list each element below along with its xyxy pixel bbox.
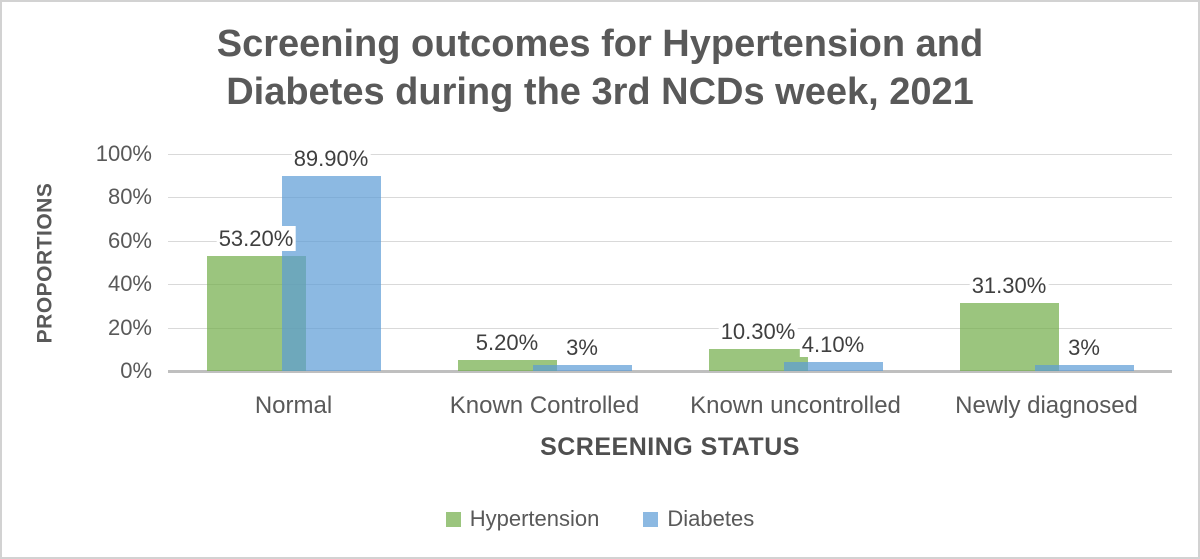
bar-hypertension-newly-diagnosed <box>959 303 1059 371</box>
gridline-80pct <box>168 197 1172 199</box>
y-tick-label-80: 80% <box>107 184 152 210</box>
gridline-40pct <box>168 284 1172 286</box>
x-tick-label-known-uncontrolled: Known uncontrolled <box>690 392 901 419</box>
bar-hypertension-known-controlled <box>457 359 557 371</box>
data-label-hypertension-known-controlled: 5.20% <box>473 329 541 355</box>
data-label-diabetes-newly-diagnosed: 3% <box>1066 334 1102 360</box>
chart-title-line2: Diabetes during the 3rd NCDs week, 2021 <box>226 71 974 113</box>
plot-area: 53.20% 5.20% 10.30% 31.30% 89.90% 3% 4.10% 3% <box>168 145 1172 373</box>
gridline-20pct <box>168 327 1172 329</box>
gridline-60pct <box>168 240 1172 242</box>
bar-diabetes-known-controlled <box>532 364 632 371</box>
chart-title: Screening outcomes for Hypertension and … <box>2 20 1198 116</box>
data-label-hypertension-normal: 53.20% <box>216 225 296 251</box>
y-tick-label-60: 60% <box>107 227 152 253</box>
bar-hypertension-known-uncontrolled <box>708 348 808 371</box>
data-label-diabetes-normal: 89.90% <box>291 145 371 171</box>
bar-diabetes-newly-diagnosed <box>1034 364 1134 371</box>
x-tick-label-newly-diagnosed: Newly diagnosed <box>955 392 1138 419</box>
chart-title-line1: Screening outcomes for Hypertension and <box>216 23 984 65</box>
x-tick-label-known-controlled: Known Controlled <box>449 392 640 419</box>
legend-item-diabetes: Diabetes <box>643 506 754 532</box>
data-label-diabetes-known-controlled: 3% <box>564 334 600 360</box>
legend-item-hypertension: Hypertension <box>445 506 600 532</box>
bar-diabetes-known-uncontrolled <box>783 362 883 371</box>
bar-diabetes-normal <box>281 175 381 371</box>
data-label-hypertension-known-uncontrolled: 10.30% <box>718 318 798 344</box>
y-tick-label-20: 20% <box>107 314 152 340</box>
data-label-diabetes-known-uncontrolled: 4.10% <box>799 332 867 358</box>
x-axis-line <box>168 370 1172 373</box>
legend: Hypertension Diabetes <box>2 506 1198 532</box>
x-axis-title: SCREENING STATUS <box>540 433 800 461</box>
x-tick-label-normal: Normal <box>254 392 333 419</box>
data-label-hypertension-newly-diagnosed: 31.30% <box>969 273 1049 299</box>
y-tick-label-100: 100% <box>95 141 152 166</box>
legend-swatch-diabetes <box>643 511 659 527</box>
gridline-100pct <box>168 154 1172 155</box>
y-tick-label-40: 40% <box>107 271 152 297</box>
legend-label-diabetes: Diabetes <box>667 506 755 531</box>
legend-label-hypertension: Hypertension <box>469 506 600 531</box>
legend-swatch-hypertension <box>445 511 461 527</box>
y-tick-label-0: 0% <box>120 358 152 383</box>
